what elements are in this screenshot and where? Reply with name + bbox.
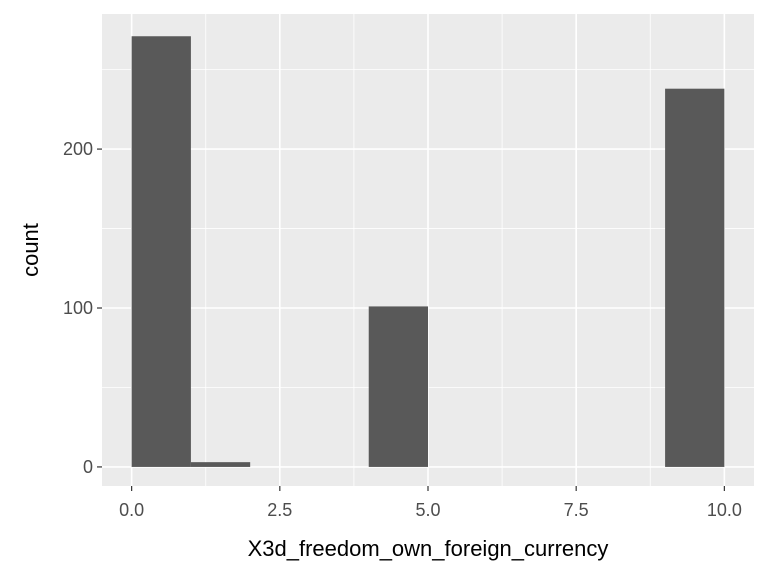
x-axis-title: X3d_freedom_own_foreign_currency	[248, 536, 609, 561]
x-tick-label: 2.5	[267, 500, 292, 520]
x-tick-label: 0.0	[119, 500, 144, 520]
histogram-bar-1	[190, 462, 251, 467]
y-axis-title: count	[18, 223, 43, 277]
bars	[131, 36, 725, 467]
x-tick-label: 5.0	[415, 500, 440, 520]
y-axis: 0 100 200	[63, 139, 102, 477]
x-tick-label: 10.0	[707, 500, 742, 520]
histogram-bar-0	[131, 36, 191, 467]
histogram-bar-3	[665, 88, 725, 467]
x-tick-label: 7.5	[564, 500, 589, 520]
y-tick-label: 0	[83, 457, 93, 477]
x-axis: 0.0 2.5 5.0 7.5 10.0	[119, 486, 742, 520]
y-tick-label: 200	[63, 139, 93, 159]
histogram-bar-2	[368, 306, 428, 467]
y-tick-label: 100	[63, 298, 93, 318]
